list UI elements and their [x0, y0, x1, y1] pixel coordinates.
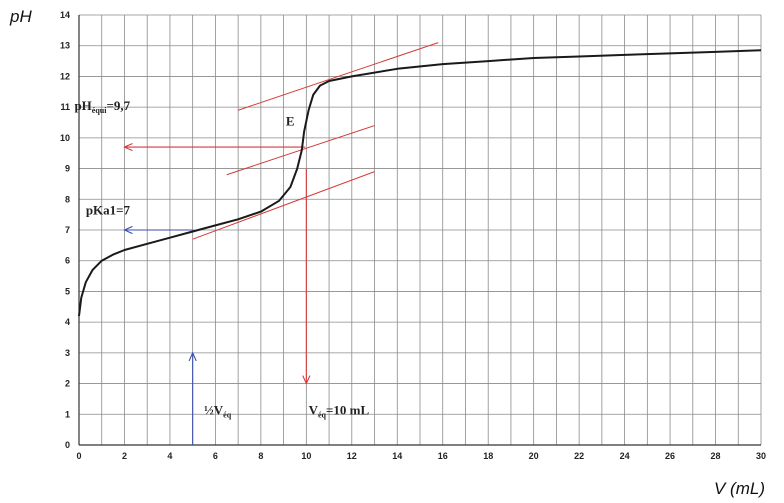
x-tick-label: 2 [122, 451, 127, 461]
annotation-point-e: E [286, 114, 295, 129]
x-tick-label: 0 [76, 451, 81, 461]
grid [78, 14, 762, 446]
x-tick-label: 16 [438, 451, 448, 461]
y-tick-label: 0 [65, 440, 70, 450]
annotation-sub: éq [318, 410, 327, 419]
annotation-sub: équi [92, 106, 107, 115]
annotation-main: ½V [204, 402, 224, 417]
y-tick-label: 8 [65, 194, 70, 204]
y-tick-label: 13 [60, 41, 70, 51]
annotation-sub: éq [223, 410, 232, 419]
annotation-main: pKa1=7 [86, 203, 131, 218]
y-tick-label: 10 [60, 133, 70, 143]
tangent-line [237, 42, 439, 111]
annotation-veq: Véq=10 mL [309, 402, 370, 419]
x-tick-label: 18 [483, 451, 493, 461]
tick-labels: 0 2 4 6 8 10 12 14 16 18 20 22 24 26 28 300123456789101… [60, 10, 766, 461]
tangent-line [192, 171, 375, 240]
y-tick-label: 11 [60, 102, 70, 112]
x-tick-label: 26 [665, 451, 675, 461]
y-tick-label: 14 [60, 10, 70, 20]
annotation-half-veq: ½Véq [204, 402, 232, 419]
x-tick-label: 14 [392, 451, 402, 461]
y-tick-label: 9 [65, 164, 70, 174]
annotation-ph-equi: pHéqui=9,7 [74, 98, 130, 115]
y-tick-label: 5 [65, 286, 70, 296]
x-tick-label: 6 [213, 451, 218, 461]
y-tick-label: 4 [65, 317, 70, 327]
x-tick-label: 4 [167, 451, 172, 461]
x-tick-label: 24 [620, 451, 630, 461]
annotation-tail: =9,7 [106, 98, 130, 113]
y-tick-label: 12 [60, 71, 70, 81]
x-tick-label: 8 [258, 451, 263, 461]
tangent-line [226, 125, 375, 176]
x-tick-label: 20 [529, 451, 539, 461]
annotation-pka1: pKa1=7 [86, 203, 131, 218]
y-tick-label: 6 [65, 256, 70, 266]
annotation-tail: =10 mL [326, 402, 369, 417]
y-tick-label: 7 [65, 225, 70, 235]
x-tick-label: 28 [711, 451, 721, 461]
y-tick-label: 3 [65, 348, 70, 358]
y-axis-title: pH [9, 7, 32, 26]
x-tick-label: 22 [574, 451, 584, 461]
annotation-main: V [309, 402, 319, 417]
x-tick-label: 30 [756, 451, 766, 461]
x-axis-title: V (mL) [714, 479, 765, 498]
titration-curve [78, 49, 762, 317]
x-tick-label: 12 [347, 451, 357, 461]
annotation-main: pH [74, 98, 91, 113]
y-tick-label: 1 [65, 409, 70, 419]
titration-curve-layer [78, 49, 762, 317]
tangent-lines [192, 42, 439, 240]
y-tick-label: 2 [65, 379, 70, 389]
x-tick-label: 10 [301, 451, 311, 461]
annotation-main: E [286, 114, 295, 129]
guide-lines [124, 147, 306, 445]
